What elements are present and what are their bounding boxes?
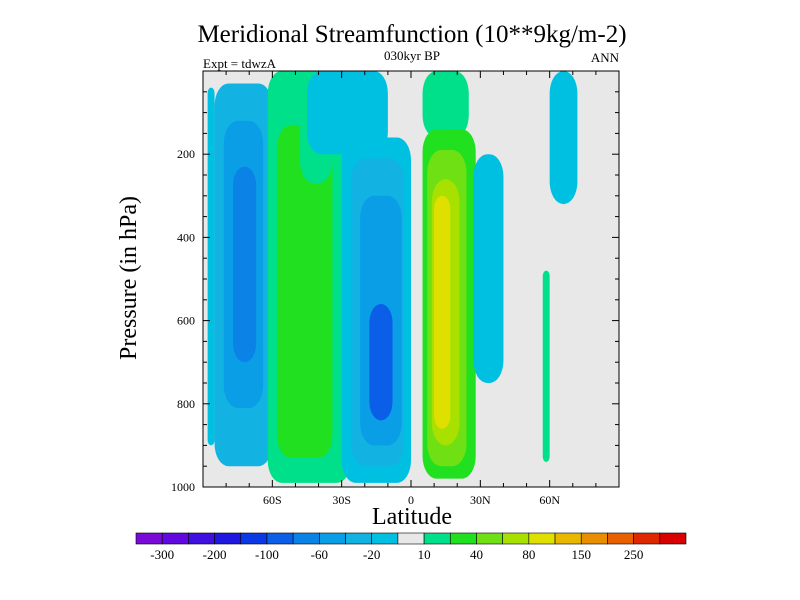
x-tick-label: 30S — [332, 493, 351, 507]
colorbar-swatch-1 — [161, 532, 189, 545]
colorbar-swatch-6 — [292, 532, 320, 545]
colorbar-swatch-4 — [240, 532, 268, 545]
colorbar-swatch-3 — [214, 532, 242, 545]
y-tick-label: 800 — [177, 397, 195, 411]
contour-region-18 — [549, 71, 578, 205]
colorbar-swatch-10 — [397, 532, 425, 545]
chart-subtitle: 030kyr BP — [384, 48, 440, 63]
colorbar-label: 150 — [571, 547, 591, 562]
colorbar-swatch-14 — [502, 532, 530, 545]
colorbar-swatch-5 — [266, 532, 294, 545]
colorbar-label: -60 — [311, 547, 328, 562]
colorbar-swatch-16 — [554, 532, 582, 545]
colorbar-label: -300 — [150, 547, 174, 562]
y-tick-label: 200 — [177, 147, 195, 161]
colorbar-label: 80 — [522, 547, 535, 562]
contour-region-3 — [233, 166, 257, 363]
colorbar-swatch-8 — [345, 532, 373, 545]
colorbar-swatch-17 — [580, 532, 608, 545]
colorbar-swatch-15 — [528, 532, 556, 545]
experiment-label: Expt = tdwzA — [203, 56, 277, 71]
contour-region-7 — [307, 71, 388, 155]
colorbar: -300 -200 -100 -60 -20 10 40 80 150 250 — [135, 532, 687, 562]
plot-area — [203, 71, 619, 487]
colorbar-swatch-9 — [371, 532, 399, 545]
colorbar-label: 40 — [470, 547, 483, 562]
colorbar-label: -200 — [203, 547, 227, 562]
contour-fills — [207, 71, 578, 483]
contour-region-11 — [369, 303, 393, 421]
colorbar-label: 250 — [624, 547, 644, 562]
x-tick-label: 60N — [539, 493, 560, 507]
colorbar-swatch-0 — [135, 532, 163, 545]
colorbar-swatch-19 — [633, 532, 661, 545]
colorbar-swatch-2 — [188, 532, 215, 545]
x-axis-label: Latitude — [372, 504, 452, 530]
x-tick-label: 60S — [263, 493, 282, 507]
season-label: ANN — [591, 50, 620, 65]
contour-region-5 — [276, 125, 333, 458]
y-tick-label: 400 — [177, 230, 195, 244]
colorbar-swatch-7 — [319, 532, 346, 545]
contour-region-12 — [422, 71, 469, 138]
chart-title: Meridional Streamfunction (10**9kg/m-2) — [197, 21, 626, 48]
x-tick-label: 30N — [470, 493, 491, 507]
contour-region-17 — [473, 154, 504, 383]
contour-region-16 — [434, 195, 451, 429]
colorbar-swatch-11 — [423, 532, 451, 545]
y-tick-label: 600 — [177, 314, 195, 328]
colorbar-swatch-20 — [659, 532, 687, 545]
y-axis-label: Pressure (in hPa) — [116, 196, 142, 360]
colorbar-label: -20 — [363, 547, 380, 562]
colorbar-label: -100 — [255, 547, 279, 562]
x-tick-label: 0 — [408, 493, 414, 507]
contour-region-0 — [207, 87, 215, 446]
y-tick-label: 1000 — [171, 480, 195, 494]
colorbar-swatch-13 — [476, 532, 503, 545]
axis-ticks: 60S 30S 0 30N 60N 200 400 600 800 1000 — [171, 71, 619, 507]
colorbar-swatch-12 — [449, 532, 477, 545]
colorbar-swatch-18 — [607, 532, 634, 545]
contour-region-19 — [542, 270, 550, 463]
colorbar-label: 10 — [418, 547, 431, 562]
